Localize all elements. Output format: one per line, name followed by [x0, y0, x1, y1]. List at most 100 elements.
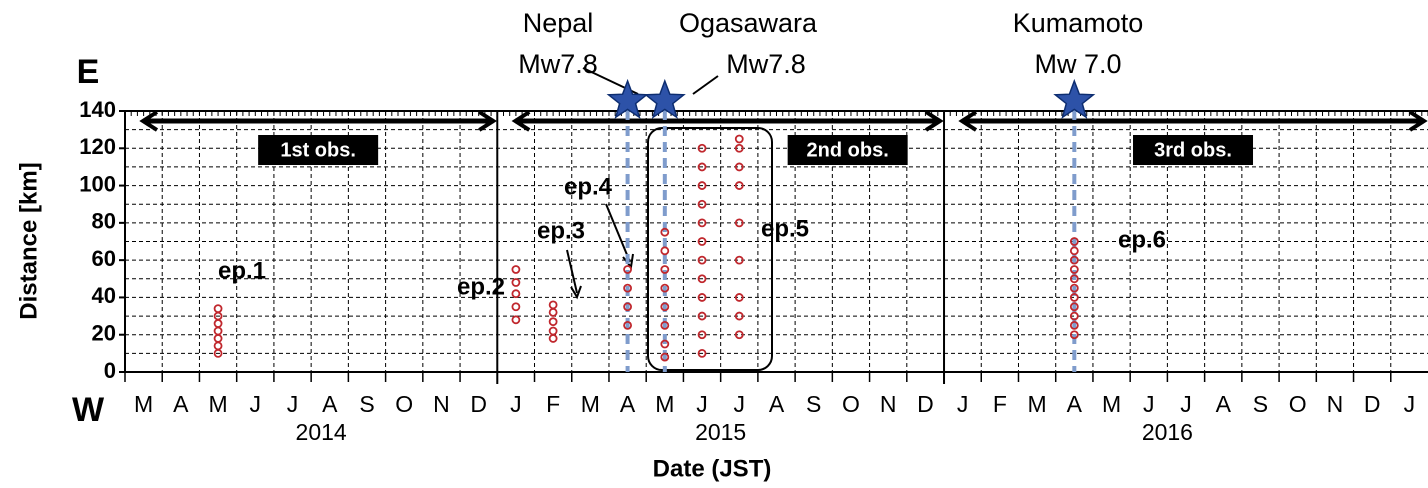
point	[548, 307, 558, 317]
point	[734, 311, 744, 321]
x-tick-label: D	[917, 391, 934, 417]
point	[697, 218, 707, 228]
y-tick-label: 80	[92, 209, 116, 234]
obs-label: 2nd obs.	[807, 139, 889, 161]
point	[697, 293, 707, 302]
x-tick-label: O	[1289, 391, 1307, 417]
x-tick-label: A	[1067, 391, 1083, 417]
event-star	[1053, 78, 1096, 119]
point	[1069, 293, 1079, 302]
y-tick-label: 0	[104, 358, 116, 383]
obs-box	[787, 135, 908, 165]
point	[697, 181, 707, 190]
obs-box	[1133, 135, 1254, 165]
point	[734, 143, 744, 153]
point	[734, 293, 744, 302]
point	[213, 334, 223, 343]
obs-arrow-head	[139, 110, 159, 132]
point	[734, 162, 744, 172]
event-star	[643, 78, 686, 119]
y-tick-label: 120	[79, 134, 116, 159]
point	[623, 265, 632, 274]
point	[511, 278, 521, 287]
point	[1069, 330, 1079, 340]
ep-label: ep.1	[218, 257, 266, 284]
x-tick-label: J	[1143, 391, 1155, 417]
point	[623, 302, 632, 312]
point	[623, 320, 632, 330]
point	[213, 304, 223, 314]
x-tick-label: J	[1180, 391, 1192, 417]
point	[697, 311, 707, 321]
x-tick-label: S	[359, 391, 374, 417]
point	[1069, 302, 1079, 312]
point	[548, 326, 558, 336]
x-tick-label: J	[696, 391, 708, 417]
x-tick-label: A	[769, 391, 785, 417]
x-tick-label: A	[173, 391, 189, 417]
x-tick-label: M	[1028, 391, 1047, 417]
point	[697, 237, 707, 246]
point	[697, 274, 707, 284]
ep-label: ep.5	[761, 215, 809, 242]
east-label: E	[77, 53, 100, 91]
x-tick-label: M	[1102, 391, 1121, 417]
point	[697, 199, 707, 209]
year-label: 2015	[695, 419, 746, 445]
point	[511, 315, 521, 325]
x-tick-label: D	[1364, 391, 1381, 417]
ep5-box	[647, 127, 773, 371]
year-label: 2014	[296, 419, 347, 445]
point	[734, 330, 744, 340]
obs-arrow-head	[924, 110, 944, 132]
x-tick-label: A	[620, 391, 636, 417]
x-tick-label: J	[1404, 391, 1416, 417]
point	[660, 265, 670, 274]
point	[1069, 265, 1079, 274]
x-tick-label: J	[250, 391, 262, 417]
point	[660, 352, 670, 362]
point	[734, 218, 744, 228]
obs-arrow-head	[511, 110, 531, 132]
obs-arrow-head	[478, 110, 497, 132]
x-tick-label: J	[734, 391, 746, 417]
point	[697, 348, 707, 358]
x-tick-label: S	[1253, 391, 1268, 417]
point	[213, 326, 223, 336]
point	[548, 317, 558, 327]
point	[1069, 246, 1079, 256]
obs-label: 1st obs.	[280, 139, 356, 161]
point	[660, 339, 670, 349]
x-tick-label: S	[806, 391, 821, 417]
x-tick-label: M	[134, 391, 153, 417]
y-tick-label: 60	[92, 246, 116, 271]
point	[1069, 311, 1079, 321]
obs-arrow-head	[958, 110, 978, 132]
event-name: Ogasawara	[679, 8, 818, 38]
y-tick-label: 40	[92, 283, 116, 308]
west-label: W	[72, 391, 105, 429]
point	[548, 300, 558, 310]
point	[697, 255, 707, 265]
y-tick-label: 140	[79, 97, 116, 122]
x-tick-label: N	[880, 391, 897, 417]
y-axis-label: Distance [km]	[15, 162, 42, 319]
y-tick-label: 20	[92, 321, 116, 346]
ep-label: ep.3	[537, 217, 585, 244]
x-tick-label: J	[510, 391, 522, 417]
event-magnitude: Mw7.8	[726, 49, 806, 79]
event-magnitude: Mw7.8	[518, 49, 598, 79]
y-tick-label: 100	[79, 171, 116, 196]
point	[1069, 237, 1079, 246]
year-label: 2016	[1142, 419, 1193, 445]
point	[734, 181, 744, 190]
event-name: Nepal	[523, 8, 594, 38]
point	[697, 330, 707, 340]
x-tick-label: O	[395, 391, 413, 417]
event-name: Kumamoto	[1013, 8, 1144, 38]
point	[1069, 320, 1079, 330]
x-tick-label: N	[1327, 391, 1344, 417]
point	[511, 265, 521, 274]
